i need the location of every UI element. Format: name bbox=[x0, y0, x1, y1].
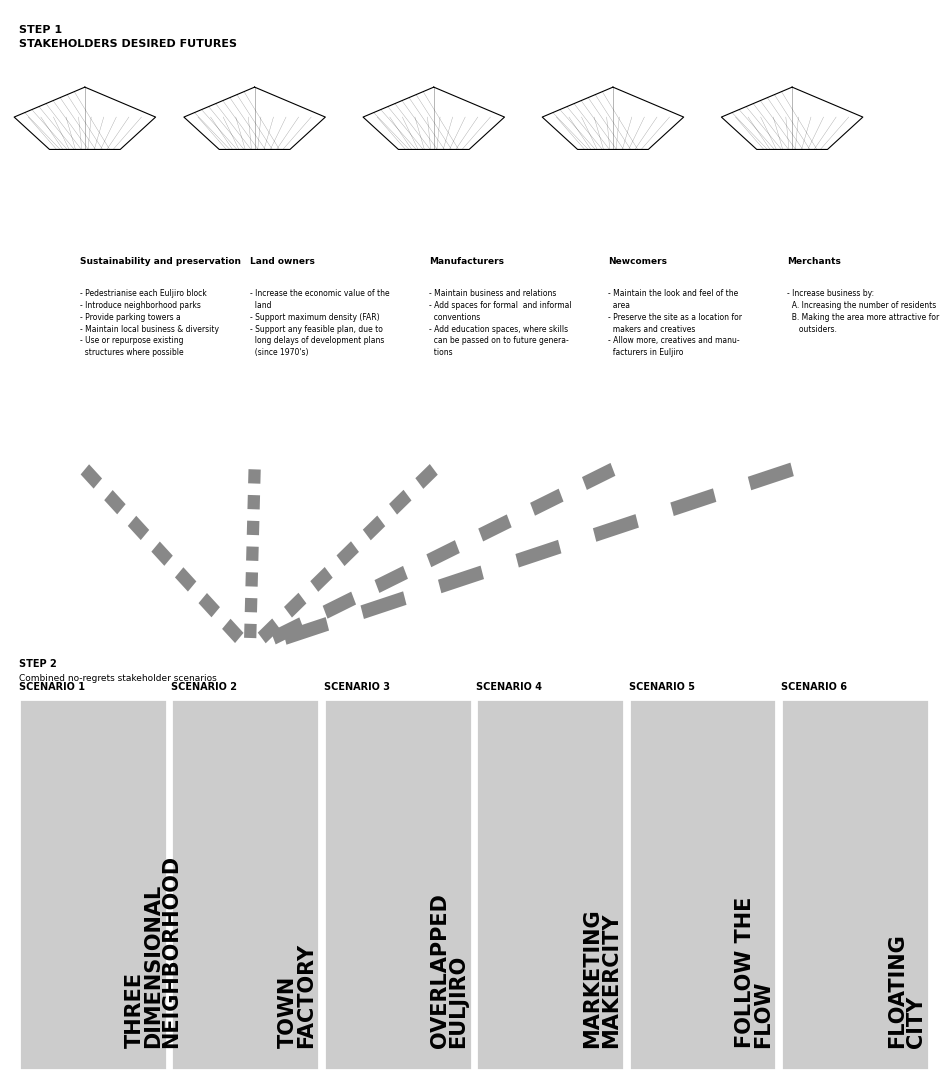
Text: - Maintain business and relations
- Add spaces for formal  and informal
  conven: - Maintain business and relations - Add … bbox=[429, 289, 571, 357]
Polygon shape bbox=[247, 521, 259, 535]
Polygon shape bbox=[105, 490, 125, 515]
Polygon shape bbox=[199, 593, 220, 617]
Text: MARKETING
MAKERCITY: MARKETING MAKERCITY bbox=[583, 909, 620, 1048]
Polygon shape bbox=[530, 489, 564, 516]
Polygon shape bbox=[337, 542, 359, 566]
Polygon shape bbox=[248, 469, 260, 483]
Polygon shape bbox=[284, 592, 306, 617]
Polygon shape bbox=[81, 464, 102, 489]
Text: SCENARIO 3: SCENARIO 3 bbox=[323, 682, 389, 692]
Polygon shape bbox=[360, 591, 406, 619]
Text: STAKEHOLDERS DESIRED FUTURES: STAKEHOLDERS DESIRED FUTURES bbox=[19, 39, 237, 49]
Polygon shape bbox=[516, 540, 561, 568]
Text: - Pedestrianise each Euljiro block
- Introduce neighborhood parks
- Provide park: - Pedestrianise each Euljiro block - Int… bbox=[80, 289, 219, 357]
Text: Sustainability and preservation: Sustainability and preservation bbox=[80, 257, 241, 265]
Polygon shape bbox=[245, 572, 258, 587]
Polygon shape bbox=[271, 617, 305, 644]
Text: Manufacturers: Manufacturers bbox=[429, 257, 505, 265]
Polygon shape bbox=[310, 566, 333, 591]
Bar bbox=[19, 699, 167, 1070]
Polygon shape bbox=[245, 598, 257, 613]
Polygon shape bbox=[670, 489, 717, 516]
Text: SCENARIO 5: SCENARIO 5 bbox=[629, 682, 695, 692]
Text: STEP 2: STEP 2 bbox=[19, 659, 57, 669]
Polygon shape bbox=[257, 618, 280, 643]
Polygon shape bbox=[363, 516, 386, 541]
Text: SCENARIO 6: SCENARIO 6 bbox=[781, 682, 847, 692]
Polygon shape bbox=[748, 463, 794, 490]
Text: SCENARIO 2: SCENARIO 2 bbox=[172, 682, 238, 692]
Bar bbox=[323, 699, 472, 1070]
Text: OVERLAPPED
EULJIRO: OVERLAPPED EULJIRO bbox=[430, 893, 469, 1048]
Polygon shape bbox=[478, 515, 512, 542]
Polygon shape bbox=[438, 565, 484, 593]
Text: - Increase business by:
  A. Increasing the number of residents
  B. Making the : - Increase business by: A. Increasing th… bbox=[787, 289, 939, 333]
Polygon shape bbox=[415, 464, 438, 489]
Bar bbox=[781, 699, 929, 1070]
Text: FOLLOW THE
FLOW: FOLLOW THE FLOW bbox=[735, 897, 773, 1048]
Polygon shape bbox=[128, 516, 149, 541]
Polygon shape bbox=[582, 463, 616, 490]
Text: SCENARIO 1: SCENARIO 1 bbox=[19, 682, 85, 692]
Text: - Maintain the look and feel of the
  area
- Preserve the site as a location for: - Maintain the look and feel of the area… bbox=[608, 289, 742, 357]
Text: FLOATING
CITY: FLOATING CITY bbox=[887, 933, 926, 1048]
Polygon shape bbox=[323, 591, 356, 618]
Bar bbox=[172, 699, 319, 1070]
Bar bbox=[629, 699, 776, 1070]
Text: SCENARIO 4: SCENARIO 4 bbox=[476, 682, 542, 692]
Polygon shape bbox=[244, 624, 256, 638]
Polygon shape bbox=[152, 542, 173, 565]
Polygon shape bbox=[389, 490, 411, 515]
Text: Land owners: Land owners bbox=[250, 257, 315, 265]
Polygon shape bbox=[247, 495, 260, 509]
Polygon shape bbox=[374, 565, 408, 593]
Text: Newcomers: Newcomers bbox=[608, 257, 668, 265]
Text: Merchants: Merchants bbox=[787, 257, 841, 265]
Polygon shape bbox=[426, 541, 460, 568]
Polygon shape bbox=[246, 546, 258, 561]
Bar bbox=[476, 699, 624, 1070]
Polygon shape bbox=[283, 617, 329, 645]
Polygon shape bbox=[223, 618, 243, 643]
Polygon shape bbox=[593, 514, 639, 542]
Text: - Increase the economic value of the
  land
- Support maximum density (FAR)
- Su: - Increase the economic value of the lan… bbox=[250, 289, 389, 357]
Polygon shape bbox=[175, 568, 196, 591]
Text: STEP 1: STEP 1 bbox=[19, 25, 62, 35]
Text: TOWN
FACTORY: TOWN FACTORY bbox=[277, 943, 316, 1048]
Text: Combined no-regrets stakeholder scenarios: Combined no-regrets stakeholder scenario… bbox=[19, 674, 217, 683]
Text: THREE
DIMENSIONAL
NEIGHBORHOOD: THREE DIMENSIONAL NEIGHBORHOOD bbox=[125, 855, 181, 1048]
